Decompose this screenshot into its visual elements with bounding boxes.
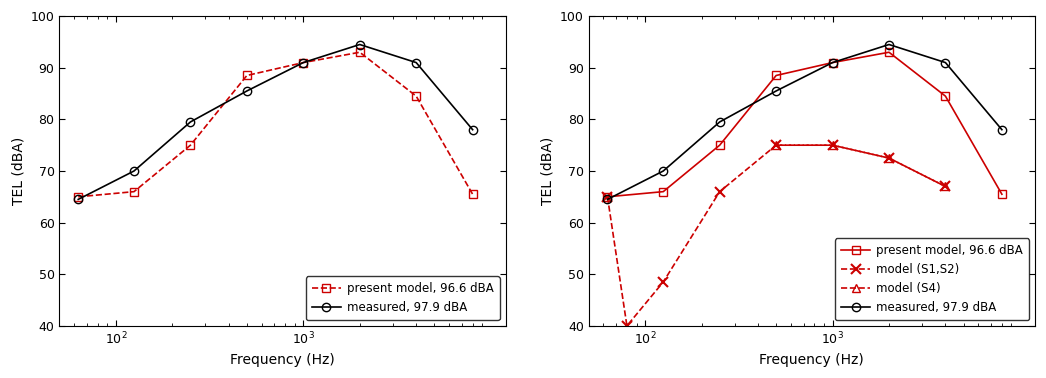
present model, 96.6 dBA (354, 50, 366, 54)
model (S4) (826, 143, 839, 147)
present model, 96.6 dBA (601, 195, 614, 199)
model (S1,S2) (826, 143, 839, 147)
present model, 96.6 dBA (826, 60, 839, 65)
present model, 96.6 dBA (883, 50, 895, 54)
measured, 97.9 dBA (241, 89, 253, 93)
Line: model (S1,S2): model (S1,S2) (602, 140, 951, 331)
Y-axis label: TEL (dBA): TEL (dBA) (541, 137, 554, 205)
Legend: present model, 96.6 dBA, measured, 97.9 dBA: present model, 96.6 dBA, measured, 97.9 … (305, 276, 500, 320)
present model, 96.6 dBA (770, 73, 782, 78)
X-axis label: Frequency (Hz): Frequency (Hz) (759, 353, 864, 367)
model (S1,S2) (883, 156, 895, 160)
measured, 97.9 dBA (657, 169, 669, 173)
measured, 97.9 dBA (410, 60, 423, 65)
model (S4) (939, 184, 952, 189)
present model, 96.6 dBA (657, 189, 669, 194)
measured, 97.9 dBA (184, 120, 197, 124)
measured, 97.9 dBA (72, 197, 85, 201)
measured, 97.9 dBA (354, 42, 366, 47)
measured, 97.9 dBA (297, 60, 310, 65)
present model, 96.6 dBA (72, 195, 85, 199)
measured, 97.9 dBA (713, 120, 726, 124)
measured, 97.9 dBA (770, 89, 782, 93)
present model, 96.6 dBA (297, 60, 310, 65)
Legend: present model, 96.6 dBA, model (S1,S2), model (S4), measured, 97.9 dBA: present model, 96.6 dBA, model (S1,S2), … (835, 239, 1029, 320)
present model, 96.6 dBA (128, 189, 140, 194)
model (S4) (770, 143, 782, 147)
present model, 96.6 dBA (184, 143, 197, 147)
measured, 97.9 dBA (939, 60, 952, 65)
present model, 96.6 dBA (410, 94, 423, 98)
model (S1,S2) (770, 143, 782, 147)
measured, 97.9 dBA (601, 197, 614, 201)
measured, 97.9 dBA (467, 127, 479, 132)
model (S1,S2) (620, 324, 633, 328)
present model, 96.6 dBA (996, 192, 1008, 197)
X-axis label: Frequency (Hz): Frequency (Hz) (230, 353, 335, 367)
Line: present model, 96.6 dBA: present model, 96.6 dBA (74, 48, 477, 201)
present model, 96.6 dBA (241, 73, 253, 78)
model (S1,S2) (601, 195, 614, 199)
Line: measured, 97.9 dBA: measured, 97.9 dBA (604, 40, 1006, 204)
present model, 96.6 dBA (467, 192, 479, 197)
measured, 97.9 dBA (826, 60, 839, 65)
model (S1,S2) (657, 280, 669, 284)
Line: measured, 97.9 dBA: measured, 97.9 dBA (74, 40, 477, 204)
measured, 97.9 dBA (128, 169, 140, 173)
Line: present model, 96.6 dBA: present model, 96.6 dBA (604, 48, 1006, 201)
Y-axis label: TEL (dBA): TEL (dBA) (12, 137, 25, 205)
present model, 96.6 dBA (939, 94, 952, 98)
Line: model (S4): model (S4) (772, 141, 950, 191)
model (S1,S2) (939, 184, 952, 189)
measured, 97.9 dBA (883, 42, 895, 47)
present model, 96.6 dBA (713, 143, 726, 147)
model (S1,S2) (713, 189, 726, 194)
measured, 97.9 dBA (996, 127, 1008, 132)
model (S4) (883, 156, 895, 160)
